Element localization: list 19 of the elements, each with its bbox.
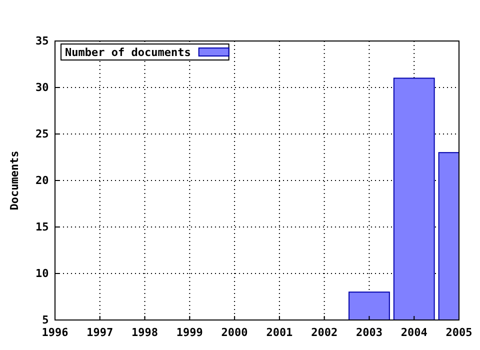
y-tick-label: 25 xyxy=(35,128,49,141)
y-tick-label: 30 xyxy=(35,81,49,94)
x-tick-label: 1996 xyxy=(42,326,69,340)
y-tick-label: 10 xyxy=(35,267,49,280)
y-tick-label: 35 xyxy=(35,34,49,48)
y-tick-label: 20 xyxy=(35,174,49,188)
x-tick-label: 2003 xyxy=(356,326,382,340)
x-tick-label: 1997 xyxy=(86,326,114,340)
y-tick-label: 15 xyxy=(35,220,49,234)
x-tick-label: 2000 xyxy=(221,326,248,340)
x-tick-label: 2001 xyxy=(266,326,294,340)
y-tick-label: 5 xyxy=(42,314,49,327)
x-tick-label: 2005 xyxy=(446,326,472,340)
y-axis-title: Documents xyxy=(8,150,21,210)
x-tick-label: 2002 xyxy=(311,326,338,340)
x-tick-label: 1998 xyxy=(132,326,158,340)
legend-label: Number of documents xyxy=(65,46,191,59)
x-tick-label: 2004 xyxy=(400,326,428,340)
x-tick-label: 1999 xyxy=(176,326,203,340)
